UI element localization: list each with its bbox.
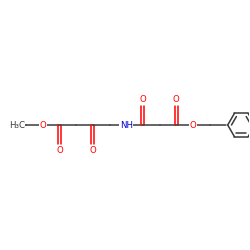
Text: O: O: [39, 120, 46, 130]
Text: O: O: [190, 120, 196, 130]
Text: O: O: [90, 146, 96, 155]
Text: O: O: [56, 146, 63, 155]
Text: NH: NH: [120, 120, 133, 130]
Text: H₃C: H₃C: [9, 120, 25, 130]
Text: O: O: [173, 95, 180, 104]
Text: O: O: [140, 95, 146, 104]
